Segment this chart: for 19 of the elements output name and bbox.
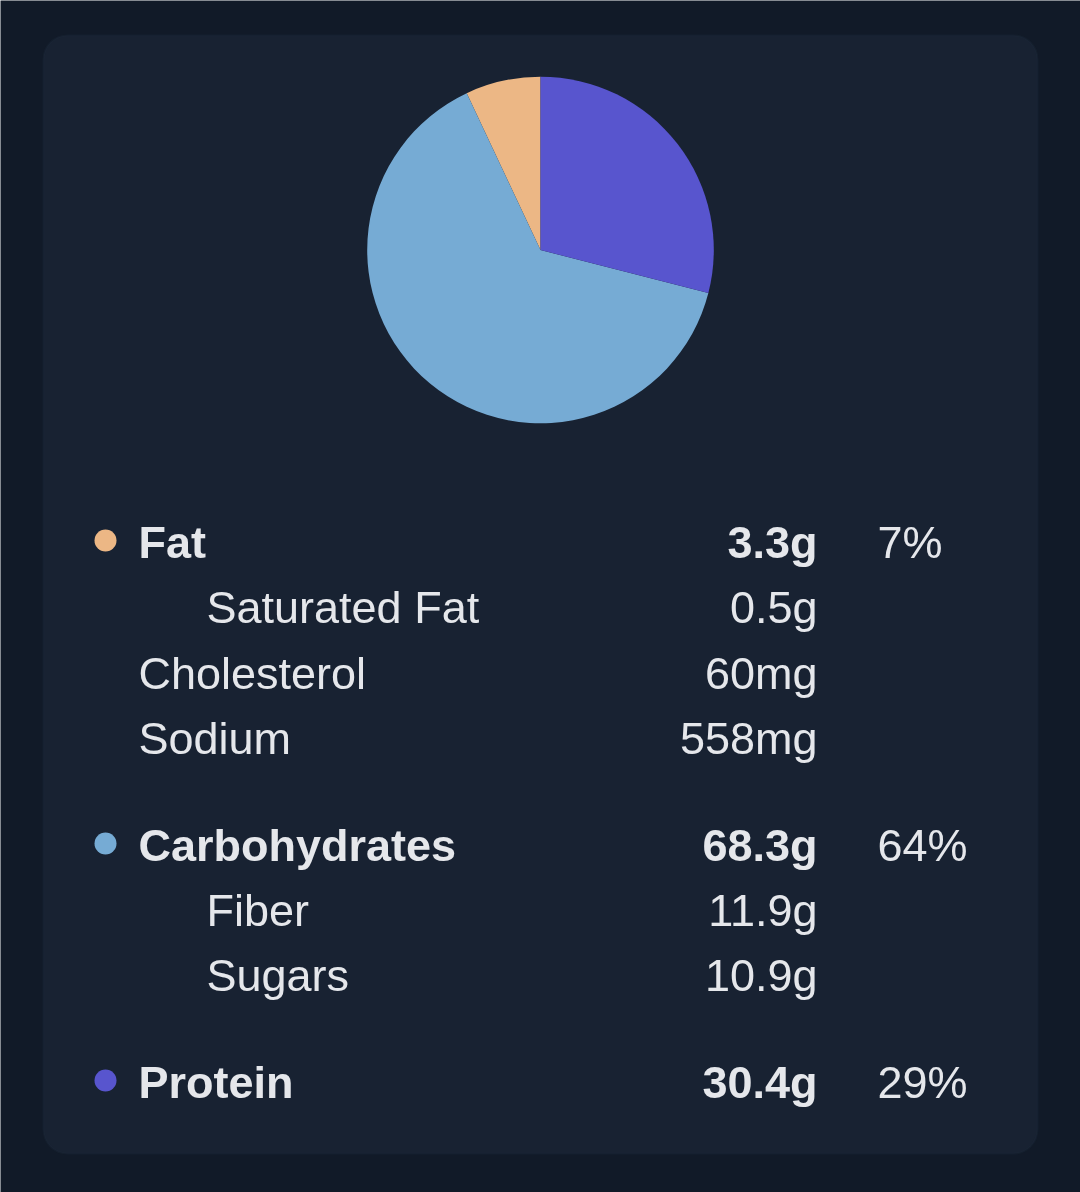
text: Fiber [206, 885, 310, 936]
text: 10.9g [704, 950, 818, 1001]
legend-label: Fat [138, 517, 207, 568]
data-label: 64% [877, 820, 968, 871]
data-label: 29% [877, 1057, 968, 1108]
text: Sugars [206, 950, 350, 1001]
text: 68.3g [702, 820, 818, 871]
text: Saturated Fat [206, 582, 480, 633]
data-label: 7% [877, 517, 943, 568]
text: 30.4g [702, 1057, 818, 1108]
legend-label: Protein [138, 1057, 294, 1108]
text: 11.9g [708, 885, 818, 936]
text: Sodium [138, 713, 292, 764]
text: 558mg [679, 713, 818, 764]
text: Cholesterol [138, 648, 367, 699]
text: 0.5g [729, 582, 818, 633]
legend-label: Carbohydrates [138, 820, 457, 871]
text: 3.3g [727, 517, 818, 568]
text: 60mg [704, 648, 818, 699]
